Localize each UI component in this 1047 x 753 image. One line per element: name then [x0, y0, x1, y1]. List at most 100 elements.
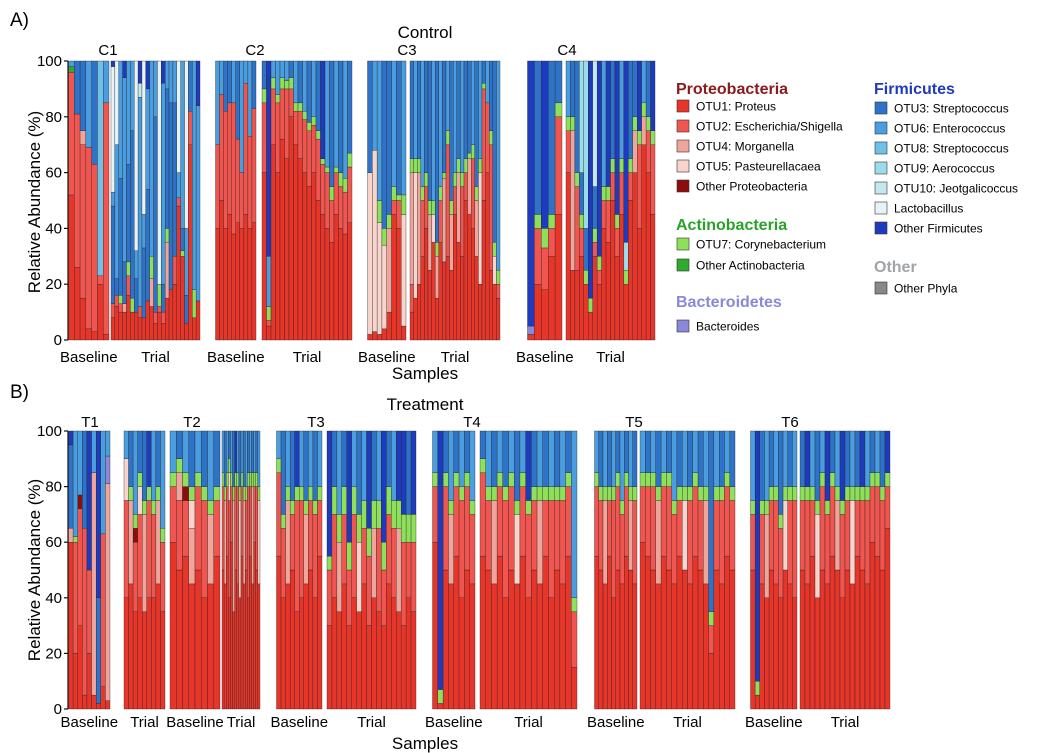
bar-segment: [331, 486, 338, 515]
bar-segment: [266, 306, 272, 321]
bar-segment: [438, 242, 443, 341]
bar-segment: [122, 60, 127, 78]
bar-segment: [496, 270, 501, 285]
bar-segment: [155, 430, 161, 487]
bar-segment: [247, 136, 253, 229]
bar-segment: [645, 116, 651, 131]
bar-segment: [169, 472, 177, 487]
bar-segment: [236, 472, 240, 487]
bar-segment: [614, 256, 620, 341]
bar-segment: [410, 611, 417, 710]
bar-segment: [149, 60, 154, 257]
bar-segment: [110, 191, 116, 207]
bar-segment: [207, 583, 214, 710]
bar-segment: [571, 597, 578, 612]
bar-segment: [226, 486, 229, 557]
bar-segment: [624, 555, 629, 710]
legend-label-otu10: OTU10: Jeotgalicoccus: [894, 182, 1018, 196]
bar-segment: [759, 430, 765, 501]
bar-segment: [255, 569, 259, 710]
y-tick-label: 100: [37, 423, 62, 440]
bar-segment: [276, 458, 282, 473]
bar-segment: [729, 569, 736, 710]
bar-segment: [285, 486, 291, 501]
bar-segment: [221, 472, 225, 487]
bar-segment: [628, 430, 633, 487]
bar-segment: [619, 214, 625, 341]
bar-segment: [478, 158, 483, 173]
bar-segment: [660, 430, 667, 473]
bar-segment: [814, 430, 821, 501]
bar-segment: [168, 289, 174, 341]
legend-swatch-otu5: [676, 159, 690, 173]
bar-segment: [660, 555, 667, 710]
bar-segment: [666, 472, 672, 487]
bar-segment: [574, 60, 580, 173]
bar-segment: [420, 200, 425, 257]
bar-segment: [614, 214, 620, 229]
bar-segment: [176, 500, 183, 571]
bar-segment: [601, 186, 607, 201]
bar-segment: [655, 430, 662, 487]
bar-segment: [615, 472, 621, 487]
bar-segment: [215, 144, 220, 229]
bar-segment: [164, 242, 170, 299]
bar-segment: [381, 542, 387, 571]
bar-segment: [386, 60, 392, 215]
bar-segment: [628, 172, 633, 201]
bar-segment: [583, 270, 589, 285]
bar-segment: [754, 681, 760, 696]
bar-segment: [103, 334, 110, 341]
bar-segment: [596, 60, 602, 257]
bar-segment: [655, 486, 662, 501]
bar-segment: [288, 77, 294, 90]
bar-segment: [219, 200, 224, 341]
bar-segment: [594, 430, 599, 473]
bar-segment: [592, 256, 598, 341]
bar-segment: [839, 500, 846, 515]
bar-segment: [311, 60, 317, 117]
bar-segment: [130, 297, 135, 313]
bar-segment: [405, 430, 412, 515]
bar-segment: [315, 60, 321, 131]
bar-segment: [534, 60, 542, 215]
bar-segment: [247, 472, 250, 487]
bar-segment: [280, 528, 286, 598]
bar-segment: [149, 256, 154, 279]
bar-segment: [413, 60, 418, 159]
bar-segment: [548, 500, 555, 598]
bar-segment: [312, 514, 318, 598]
bar-segment: [854, 555, 861, 710]
bar-segment: [645, 172, 651, 341]
legend-label-otu5: OTU5: Pasteurellacaea: [696, 160, 821, 174]
bar-segment: [645, 430, 651, 473]
bar-segment: [230, 472, 233, 487]
bar-segment: [449, 60, 454, 201]
bar-segment: [713, 500, 720, 571]
bar-segment: [463, 158, 468, 173]
bar-segment: [632, 130, 638, 173]
bar-segment: [632, 500, 638, 585]
bar-segment: [245, 500, 248, 571]
bar-segment: [68, 194, 75, 341]
bar-segment: [541, 289, 549, 341]
bar-segment: [235, 222, 240, 341]
bar-segment: [240, 486, 244, 557]
bar-segment: [372, 60, 378, 151]
bar-segment: [376, 60, 383, 201]
bar-segment: [724, 430, 730, 473]
bar-segment: [456, 158, 461, 173]
bar-segment: [541, 228, 549, 249]
bar-segment: [226, 472, 229, 487]
bar-segment: [188, 528, 196, 585]
bar-segment: [118, 295, 123, 304]
bar-segment: [324, 172, 330, 229]
bar-segment: [514, 514, 521, 585]
bar-segment: [666, 569, 672, 710]
bar-segment: [223, 583, 227, 710]
bar-segment: [637, 144, 642, 229]
bar-segment: [541, 60, 549, 229]
bar-segment: [361, 583, 367, 710]
bar-segment: [381, 328, 387, 341]
bar-segment: [666, 430, 672, 473]
